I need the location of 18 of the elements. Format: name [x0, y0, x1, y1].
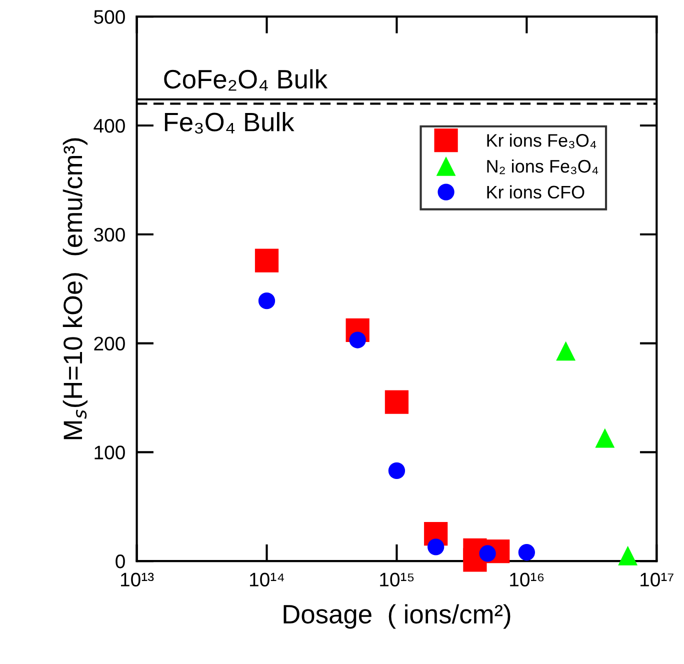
y-tick-label: 300: [94, 228, 125, 242]
x-tick-label: 10¹³: [120, 572, 154, 586]
y-tick-label: 500: [94, 10, 125, 24]
legend-label: Kr ions Fe₃O₄: [487, 134, 596, 148]
legend-label: Kr ions CFO: [487, 185, 584, 199]
y-tick-label: 0: [116, 554, 125, 568]
x-tick-label: 10¹⁶: [510, 572, 544, 586]
legend-label: N₂ ions Fe₃O₄: [487, 159, 598, 174]
x-tick-label: 10¹⁵: [380, 572, 414, 586]
x-axis-title: Dosage ( ions/cm²): [284, 604, 510, 629]
y-tick-label: 400: [94, 118, 125, 133]
y-tick-label: 100: [94, 446, 125, 460]
y-tick-label: 200: [94, 336, 125, 351]
y-axis-title: M$_{s}$(H=10 kOe) (emu/cm³): [62, 138, 88, 440]
ref-line-label: Fe₃O₄ Bulk: [164, 112, 294, 134]
ref-line-label: CoFe₂O₄ Bulk: [164, 69, 328, 91]
x-tick-label: 10¹⁷: [640, 572, 674, 586]
x-tick-label: 10¹⁴: [250, 572, 284, 586]
